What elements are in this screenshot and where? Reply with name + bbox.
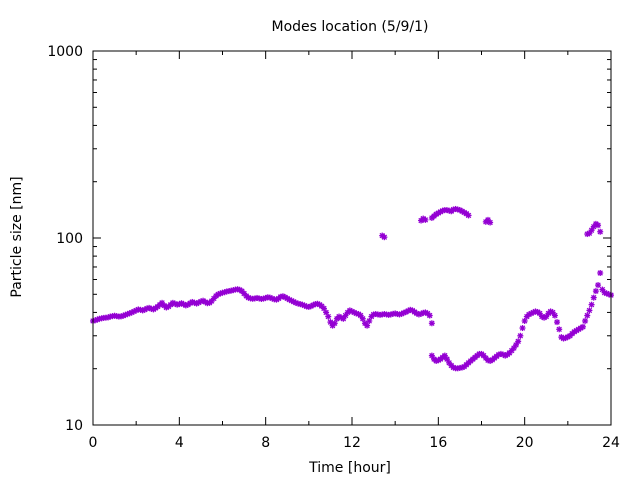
data-point: [381, 234, 388, 241]
data-point: [357, 312, 364, 319]
data-point: [517, 332, 524, 339]
data-point: [543, 313, 550, 320]
plot-area-frame: [92, 50, 612, 426]
data-point: [487, 219, 494, 226]
data-point: [588, 227, 595, 234]
data-point: [592, 288, 599, 295]
y-tick-label: 100: [56, 231, 83, 247]
data-point: [331, 320, 338, 327]
data-point: [515, 338, 522, 345]
data-point: [521, 317, 528, 324]
y-tick-label: 1000: [47, 44, 83, 60]
data-point: [556, 326, 563, 333]
data-point: [364, 322, 371, 329]
chart-title: Modes location (5/9/1): [272, 19, 429, 35]
data-point: [320, 305, 327, 312]
data-point: [554, 319, 561, 326]
data-point: [597, 269, 604, 276]
y-tick-label: 10: [65, 418, 83, 434]
data-point: [519, 325, 526, 332]
data-point: [588, 301, 595, 308]
data-point: [465, 212, 472, 219]
x-tick-label: 24: [602, 435, 620, 451]
data-point: [510, 345, 517, 352]
data-point: [428, 320, 435, 327]
data-point: [549, 309, 556, 316]
data-point: [599, 286, 606, 293]
y-axis-label: Particle size [nm]: [9, 176, 25, 297]
x-tick-label: 16: [429, 435, 447, 451]
x-tick-label: 20: [516, 435, 534, 451]
x-axis-label: Time [hour]: [308, 460, 391, 476]
data-point: [582, 317, 589, 324]
x-tick-label: 8: [261, 435, 270, 451]
data-point: [366, 317, 373, 324]
data-point: [595, 282, 602, 289]
data-point: [508, 347, 515, 354]
data-point: [325, 313, 332, 320]
data-point: [450, 364, 457, 371]
data-point: [590, 294, 597, 301]
x-tick-label: 0: [89, 435, 98, 451]
data-point: [400, 309, 407, 316]
data-point: [597, 228, 604, 235]
x-tick-label: 12: [343, 435, 361, 451]
data-point: [402, 309, 409, 316]
data-point: [536, 310, 543, 317]
data-point: [359, 315, 366, 322]
data-point: [426, 312, 433, 319]
data-point: [422, 216, 429, 223]
axis-ticks: 0 4 8 12 16 20 24 10 100 1000: [47, 44, 620, 451]
data-point: [579, 323, 586, 330]
data-points: [90, 205, 614, 372]
x-tick-label: 4: [175, 435, 184, 451]
data-point: [586, 307, 593, 314]
data-point: [595, 222, 602, 229]
data-point: [584, 312, 591, 319]
data-point: [342, 312, 349, 319]
data-point: [551, 312, 558, 319]
